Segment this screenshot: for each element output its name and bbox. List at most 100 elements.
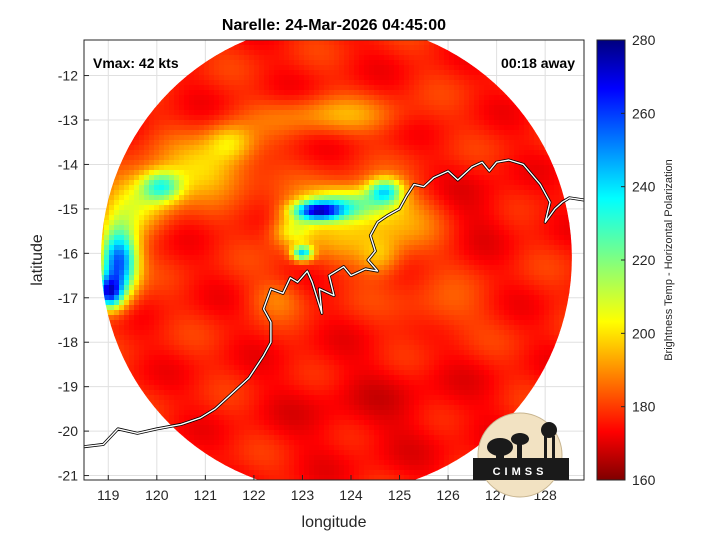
heat-cell: [164, 170, 170, 176]
heat-cell: [344, 135, 350, 141]
heat-cell: [254, 105, 260, 111]
heat-cell: [189, 290, 195, 296]
heat-cell: [379, 45, 385, 51]
heat-cell: [404, 420, 410, 426]
heat-cell: [339, 105, 345, 111]
heat-cell: [139, 350, 145, 356]
heat-cell: [344, 90, 350, 96]
heat-cell: [179, 340, 185, 346]
heat-cell: [344, 105, 350, 111]
heat-cell: [414, 260, 420, 266]
heat-cell: [209, 125, 215, 131]
heat-cell: [239, 235, 245, 241]
heat-cell: [189, 145, 195, 151]
heat-cell: [349, 290, 355, 296]
heat-cell: [274, 115, 280, 121]
heat-cell: [234, 390, 240, 396]
heat-cell: [379, 80, 385, 86]
heat-cell: [294, 375, 300, 381]
heat-cell: [269, 210, 275, 216]
heat-cell: [214, 455, 220, 461]
heat-cell: [179, 375, 185, 381]
heat-cell: [149, 260, 155, 266]
heat-cell: [169, 245, 175, 251]
heat-cell: [279, 215, 285, 221]
heat-cell: [129, 165, 135, 171]
heat-cell: [389, 110, 395, 116]
heat-cell: [309, 145, 315, 151]
heat-cell: [214, 260, 220, 266]
heat-cell: [264, 155, 270, 161]
heat-cell: [184, 185, 190, 191]
heat-cell: [184, 285, 190, 291]
heat-cell: [319, 180, 325, 186]
heat-cell: [164, 245, 170, 251]
heat-cell: [324, 255, 330, 261]
heat-cell: [309, 225, 315, 231]
heat-cell: [294, 150, 300, 156]
heat-cell: [399, 85, 405, 91]
heat-cell: [354, 290, 360, 296]
heat-cell: [314, 450, 320, 456]
heat-cell: [394, 195, 400, 201]
heat-cell: [374, 425, 380, 431]
heat-cell: [399, 280, 405, 286]
heat-cell: [159, 375, 165, 381]
heat-cell: [309, 265, 315, 271]
heat-cell: [299, 310, 305, 316]
heat-cell: [109, 200, 115, 206]
heat-cell: [384, 405, 390, 411]
heat-cell: [219, 125, 225, 131]
heat-cell: [389, 470, 395, 476]
heat-cell: [404, 360, 410, 366]
heat-cell: [319, 460, 325, 466]
heat-cell: [239, 405, 245, 411]
heat-cell: [319, 410, 325, 416]
heat-cell: [384, 180, 390, 186]
heat-cell: [279, 340, 285, 346]
heat-cell: [299, 300, 305, 306]
heat-cell: [249, 355, 255, 361]
heat-cell: [209, 360, 215, 366]
heat-cell: [284, 445, 290, 451]
heat-cell: [119, 340, 125, 346]
heat-cell: [149, 375, 155, 381]
heat-cell: [154, 350, 160, 356]
heat-cell: [339, 400, 345, 406]
heat-cell: [334, 135, 340, 141]
heat-cell: [289, 40, 295, 46]
heat-cell: [199, 300, 205, 306]
heat-cell: [399, 245, 405, 251]
heat-cell: [269, 60, 275, 66]
heat-cell: [144, 250, 150, 256]
heat-cell: [394, 285, 400, 291]
heat-cell: [169, 355, 175, 361]
heat-cell: [239, 165, 245, 171]
heat-cell: [394, 335, 400, 341]
heat-cell: [384, 455, 390, 461]
heat-cell: [359, 475, 365, 480]
heat-cell: [179, 110, 185, 116]
heat-cell: [229, 175, 235, 181]
heat-cell: [214, 340, 220, 346]
heat-cell: [359, 375, 365, 381]
heat-cell: [394, 410, 400, 416]
heat-cell: [234, 50, 240, 56]
heat-cell: [389, 390, 395, 396]
heat-cell: [389, 150, 395, 156]
heat-cell: [409, 285, 415, 291]
heat-cell: [279, 120, 285, 126]
heat-cell: [179, 285, 185, 291]
heat-cell: [329, 435, 335, 441]
heat-cell: [304, 380, 310, 386]
heat-cell: [119, 325, 125, 331]
heat-cell: [119, 175, 125, 181]
heat-cell: [304, 200, 310, 206]
heat-cell: [164, 215, 170, 221]
heat-cell: [219, 170, 225, 176]
heat-cell: [319, 240, 325, 246]
heat-cell: [169, 225, 175, 231]
heat-cell: [319, 230, 325, 236]
heat-cell: [394, 400, 400, 406]
heat-cell: [234, 85, 240, 91]
